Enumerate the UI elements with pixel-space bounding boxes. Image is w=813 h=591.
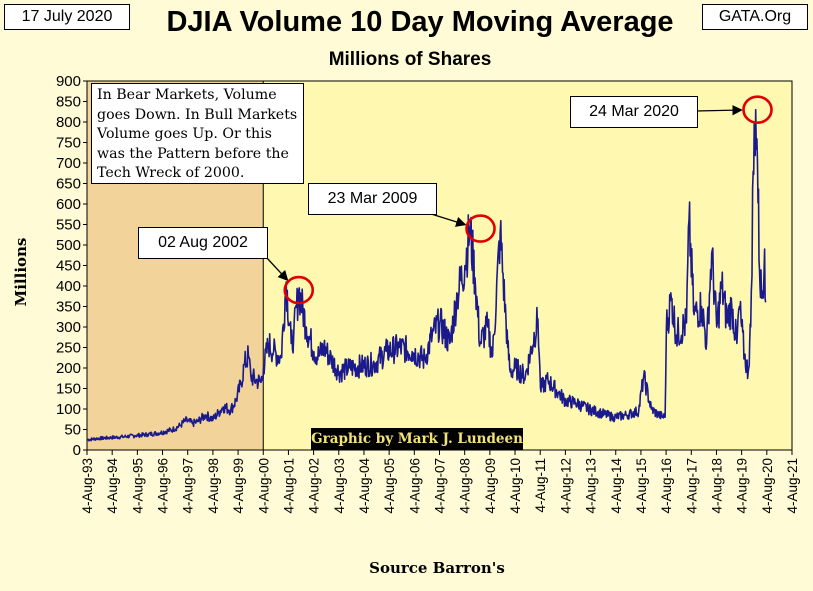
x-tick-label: 4-Aug-19: [735, 458, 750, 514]
x-tick-label: 4-Aug-10: [508, 458, 523, 514]
x-tick-label: 4-Aug-15: [634, 458, 649, 514]
note-box: In Bear Markets, Volume goes Down. In Bu…: [91, 83, 304, 184]
y-tick-label: 650: [56, 176, 81, 193]
y-axis-label: Millions: [12, 238, 30, 307]
y-tick-label: 50: [64, 422, 81, 439]
x-tick-label: 4-Aug-20: [760, 458, 775, 514]
x-tick-label: 4-Aug-11: [533, 458, 548, 513]
x-tick-label: 4-Aug-14: [609, 458, 624, 514]
x-tick-label: 4-Aug-99: [231, 458, 246, 514]
x-tick-label: 4-Aug-94: [105, 458, 120, 514]
y-tick-label: 250: [56, 340, 81, 357]
source-tag: GATA.Org: [702, 4, 808, 30]
annotation-arrow: [265, 256, 289, 282]
y-tick-label: 700: [56, 155, 81, 172]
annotation-circle: [742, 95, 773, 124]
x-tick-label: 4-Aug-01: [281, 458, 296, 514]
x-tick-label: 4-Aug-97: [181, 458, 196, 514]
y-tick-label: 600: [56, 196, 81, 213]
x-tick-label: 4-Aug-07: [433, 458, 448, 514]
x-tick-label: 4-Aug-21: [785, 458, 800, 514]
x-tick-label: 4-Aug-06: [407, 458, 422, 514]
annotation-label-2020: 24 Mar 2020: [570, 96, 698, 128]
x-tick-label: 4-Aug-12: [558, 458, 573, 514]
y-tick-label: 850: [56, 94, 81, 111]
annotation-circle: [465, 214, 496, 243]
x-tick-label: 4-Aug-05: [382, 458, 397, 514]
x-tick-label: 4-Aug-08: [458, 458, 473, 514]
x-tick-label: 4-Aug-02: [307, 458, 322, 514]
y-tick-label: 800: [56, 114, 81, 131]
x-tick-label: 4-Aug-17: [684, 458, 699, 514]
x-tick-label: 4-Aug-09: [483, 458, 498, 514]
y-tick-label: 150: [56, 381, 81, 398]
y-tick-label: 750: [56, 135, 81, 152]
y-tick-label: 350: [56, 299, 81, 316]
x-tick-label: 4-Aug-03: [332, 458, 347, 514]
note-line: was the Pattern before the: [97, 145, 289, 162]
y-tick-label: 200: [56, 360, 81, 377]
y-tick-label: 100: [56, 401, 81, 418]
note-line: Volume goes Up. Or this: [97, 126, 272, 142]
x-tick-label: 4-Aug-18: [709, 458, 724, 514]
x-tick-label: 4-Aug-95: [130, 458, 145, 514]
annotation-label-2002: 02 Aug 2002: [138, 227, 268, 259]
x-tick-label: 4-Aug-98: [206, 458, 221, 514]
chart-title: DJIA Volume 10 Day Moving Average: [166, 6, 674, 38]
annotation-label-2009: 23 Mar 2009: [308, 183, 437, 215]
x-tick-label: 4-Aug-93: [80, 458, 95, 514]
x-tick-label: 4-Aug-04: [357, 458, 372, 514]
y-tick-label: 500: [56, 237, 81, 254]
x-tick-label: 4-Aug-96: [156, 458, 171, 514]
date-tag: 17 July 2020: [4, 4, 130, 30]
note-line: In Bear Markets, Volume: [97, 87, 277, 103]
x-axis-label: Source Barron's: [369, 559, 505, 577]
y-tick-label: 300: [56, 319, 81, 336]
y-tick-label: 900: [56, 73, 81, 90]
note-line: goes Down. In Bull Markets: [97, 106, 298, 123]
y-tick-label: 450: [56, 258, 81, 275]
chart-subtitle: Millions of Shares: [328, 49, 492, 70]
series-line: [87, 108, 767, 442]
y-tick-label: 550: [56, 217, 81, 234]
note-line: Tech Wreck of 2000.: [97, 165, 245, 181]
annotation-circle: [283, 275, 315, 305]
x-tick-label: 4-Aug-13: [584, 458, 599, 514]
y-tick-label: 400: [56, 278, 81, 295]
credit-label: Graphic by Mark J. Lundeen: [311, 428, 523, 450]
annotation-arrow: [695, 104, 743, 116]
x-tick-label: 4-Aug-00: [256, 458, 271, 514]
y-tick-label: 0: [73, 442, 81, 459]
x-tick-label: 4-Aug-16: [659, 458, 674, 514]
